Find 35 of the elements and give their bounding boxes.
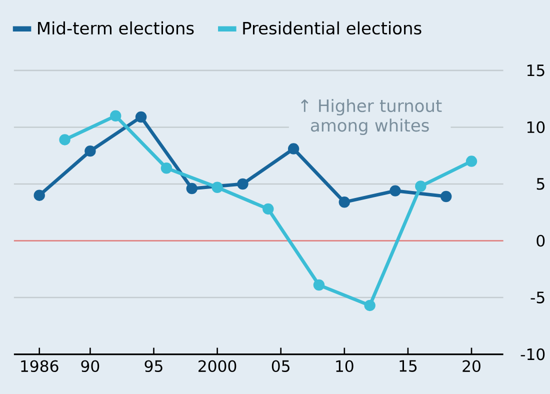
x-tick-label: 10 (336, 360, 354, 372)
x-tick-label: 15 (400, 360, 417, 372)
y-tick-label: 15 (527, 64, 544, 76)
y-tick-label: -5 (530, 291, 544, 304)
x-tick-label: 05 (272, 360, 290, 372)
point (390, 184, 401, 196)
point (110, 110, 122, 122)
point (59, 134, 70, 146)
y-tick-label: 10 (527, 121, 545, 133)
point (466, 155, 478, 167)
x-tick-label: 20 (462, 360, 480, 372)
point (313, 279, 325, 290)
point (160, 162, 172, 174)
point (415, 180, 426, 192)
point (288, 142, 300, 154)
y-tick-label: 0 (536, 234, 545, 246)
x-tick-label: 90 (81, 360, 100, 372)
y-tick-label: -10 (520, 348, 545, 360)
point (338, 196, 350, 208)
legend-label: Mid-term elections (38, 21, 194, 34)
y-tick-label: 5 (536, 178, 544, 190)
point (364, 300, 376, 311)
legend-label: Presidential elections (243, 21, 422, 34)
point (186, 182, 198, 194)
point (34, 190, 45, 201)
point (212, 182, 223, 193)
point (262, 203, 274, 214)
x-tick-label: 95 (144, 360, 162, 372)
point (440, 190, 452, 202)
x-tick-label: 1986 (21, 360, 58, 372)
point (237, 178, 248, 190)
point (135, 111, 147, 122)
x-tick-label: 2000 (198, 360, 236, 372)
point (84, 145, 96, 156)
annotation: ↑ Higher turnout among whites (301, 98, 442, 135)
